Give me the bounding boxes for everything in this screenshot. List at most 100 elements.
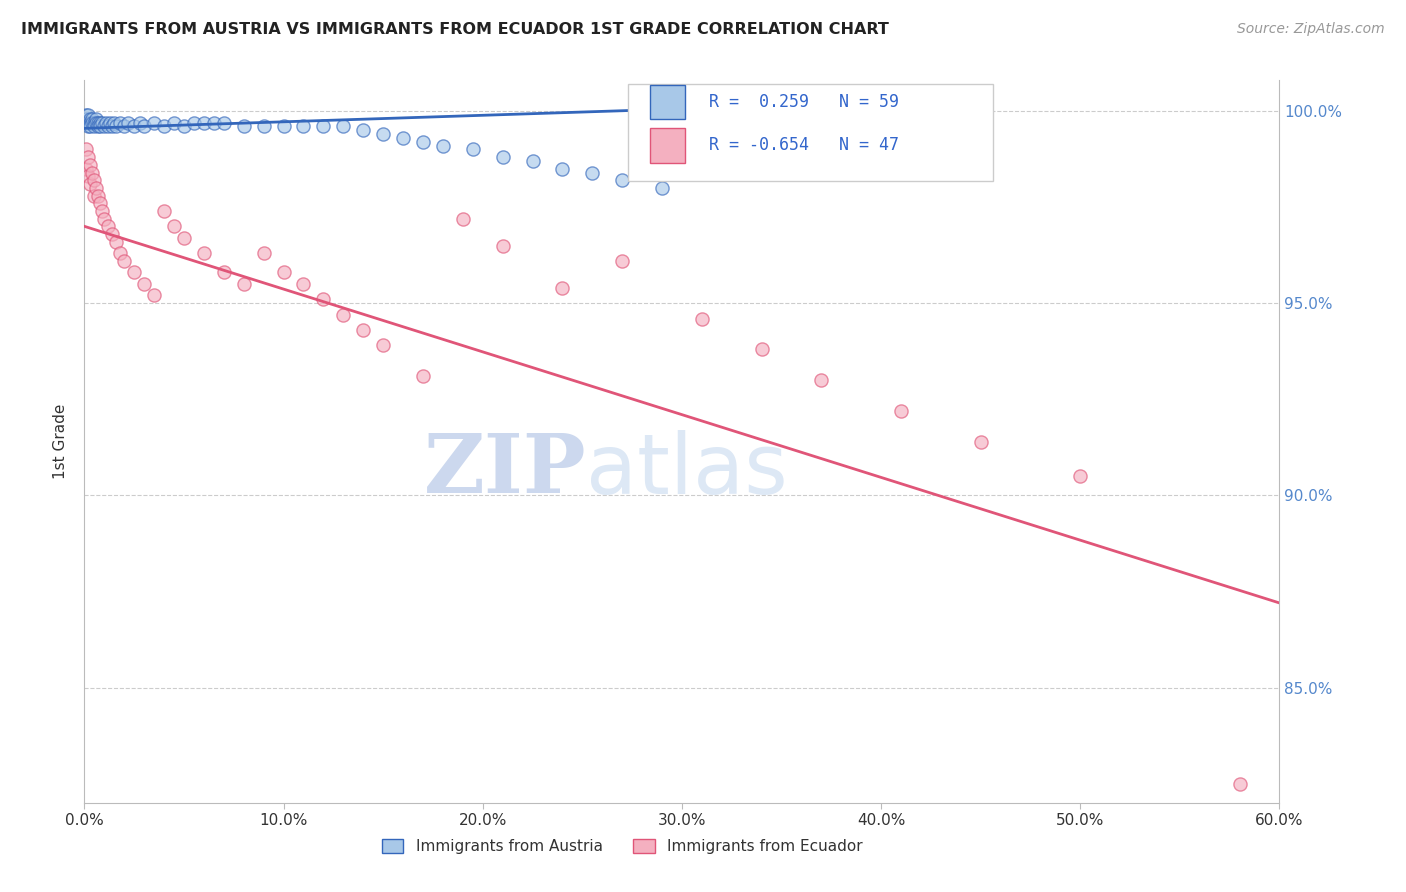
- Point: [373, 338, 395, 352]
- Point: [690, 311, 713, 326]
- Text: R =  0.259   N = 59: R = 0.259 N = 59: [710, 93, 900, 111]
- Point: [91, 203, 114, 218]
- Point: [273, 265, 295, 279]
- Point: [352, 123, 374, 137]
- Point: [97, 219, 120, 234]
- Point: [551, 161, 574, 176]
- Point: [97, 120, 120, 134]
- Point: [86, 112, 108, 126]
- Point: [101, 227, 124, 241]
- Point: [163, 115, 186, 129]
- Bar: [650, 85, 686, 120]
- Point: [77, 150, 100, 164]
- Point: [87, 115, 110, 129]
- Point: [122, 265, 145, 279]
- Point: [75, 112, 97, 126]
- Point: [153, 120, 176, 134]
- Point: [412, 369, 434, 384]
- Point: [312, 120, 335, 134]
- Point: [1069, 469, 1091, 483]
- Point: [292, 277, 315, 291]
- Text: ZIP: ZIP: [423, 431, 586, 510]
- Point: [1229, 776, 1251, 790]
- Point: [143, 288, 166, 302]
- Point: [83, 115, 105, 129]
- Point: [86, 181, 108, 195]
- Point: [112, 120, 135, 134]
- Point: [432, 138, 454, 153]
- Point: [83, 120, 105, 134]
- Point: [98, 115, 121, 129]
- Point: [253, 120, 276, 134]
- Point: [522, 153, 544, 168]
- Point: [75, 143, 97, 157]
- Point: [492, 238, 515, 252]
- FancyBboxPatch shape: [628, 84, 993, 181]
- Point: [89, 115, 111, 129]
- Point: [352, 323, 374, 337]
- Point: [82, 115, 104, 129]
- Point: [183, 115, 205, 129]
- Point: [110, 246, 132, 260]
- Text: Source: ZipAtlas.com: Source: ZipAtlas.com: [1237, 22, 1385, 37]
- Point: [492, 150, 515, 164]
- Point: [86, 115, 108, 129]
- Point: [751, 343, 773, 357]
- Point: [173, 231, 195, 245]
- Point: [193, 115, 215, 129]
- Point: [132, 277, 156, 291]
- Point: [193, 246, 215, 260]
- Point: [117, 115, 139, 129]
- Point: [82, 112, 104, 126]
- Point: [75, 115, 97, 129]
- Point: [93, 120, 115, 134]
- Point: [83, 188, 105, 202]
- Legend: Immigrants from Austria, Immigrants from Ecuador: Immigrants from Austria, Immigrants from…: [375, 833, 869, 860]
- Point: [105, 235, 128, 249]
- Point: [96, 115, 118, 129]
- Point: [89, 120, 111, 134]
- Point: [77, 120, 100, 134]
- Point: [373, 127, 395, 141]
- Point: [312, 293, 335, 307]
- Point: [392, 131, 415, 145]
- Point: [129, 115, 152, 129]
- Point: [612, 173, 634, 187]
- Point: [101, 120, 124, 134]
- Point: [79, 177, 101, 191]
- Point: [87, 188, 110, 202]
- Point: [202, 115, 225, 129]
- Point: [212, 265, 235, 279]
- Point: [93, 211, 115, 226]
- Point: [79, 112, 101, 126]
- Point: [612, 254, 634, 268]
- Point: [79, 158, 101, 172]
- Point: [87, 120, 110, 134]
- Point: [91, 115, 114, 129]
- Point: [810, 373, 832, 387]
- Point: [89, 196, 111, 211]
- Point: [292, 120, 315, 134]
- Point: [232, 120, 254, 134]
- Point: [332, 120, 354, 134]
- Point: [82, 165, 104, 179]
- Point: [132, 120, 156, 134]
- Point: [103, 115, 125, 129]
- Text: atlas: atlas: [586, 430, 787, 511]
- Point: [253, 246, 276, 260]
- Point: [105, 120, 128, 134]
- Point: [79, 120, 101, 134]
- Text: IMMIGRANTS FROM AUSTRIA VS IMMIGRANTS FROM ECUADOR 1ST GRADE CORRELATION CHART: IMMIGRANTS FROM AUSTRIA VS IMMIGRANTS FR…: [21, 22, 889, 37]
- Point: [143, 115, 166, 129]
- Point: [75, 161, 97, 176]
- Point: [890, 404, 912, 418]
- Point: [451, 211, 474, 226]
- Point: [77, 169, 100, 184]
- Point: [412, 135, 434, 149]
- Point: [461, 143, 484, 157]
- Text: R = -0.654   N = 47: R = -0.654 N = 47: [710, 136, 900, 154]
- Point: [581, 165, 603, 179]
- Point: [273, 120, 295, 134]
- Point: [163, 219, 186, 234]
- Bar: [650, 128, 686, 162]
